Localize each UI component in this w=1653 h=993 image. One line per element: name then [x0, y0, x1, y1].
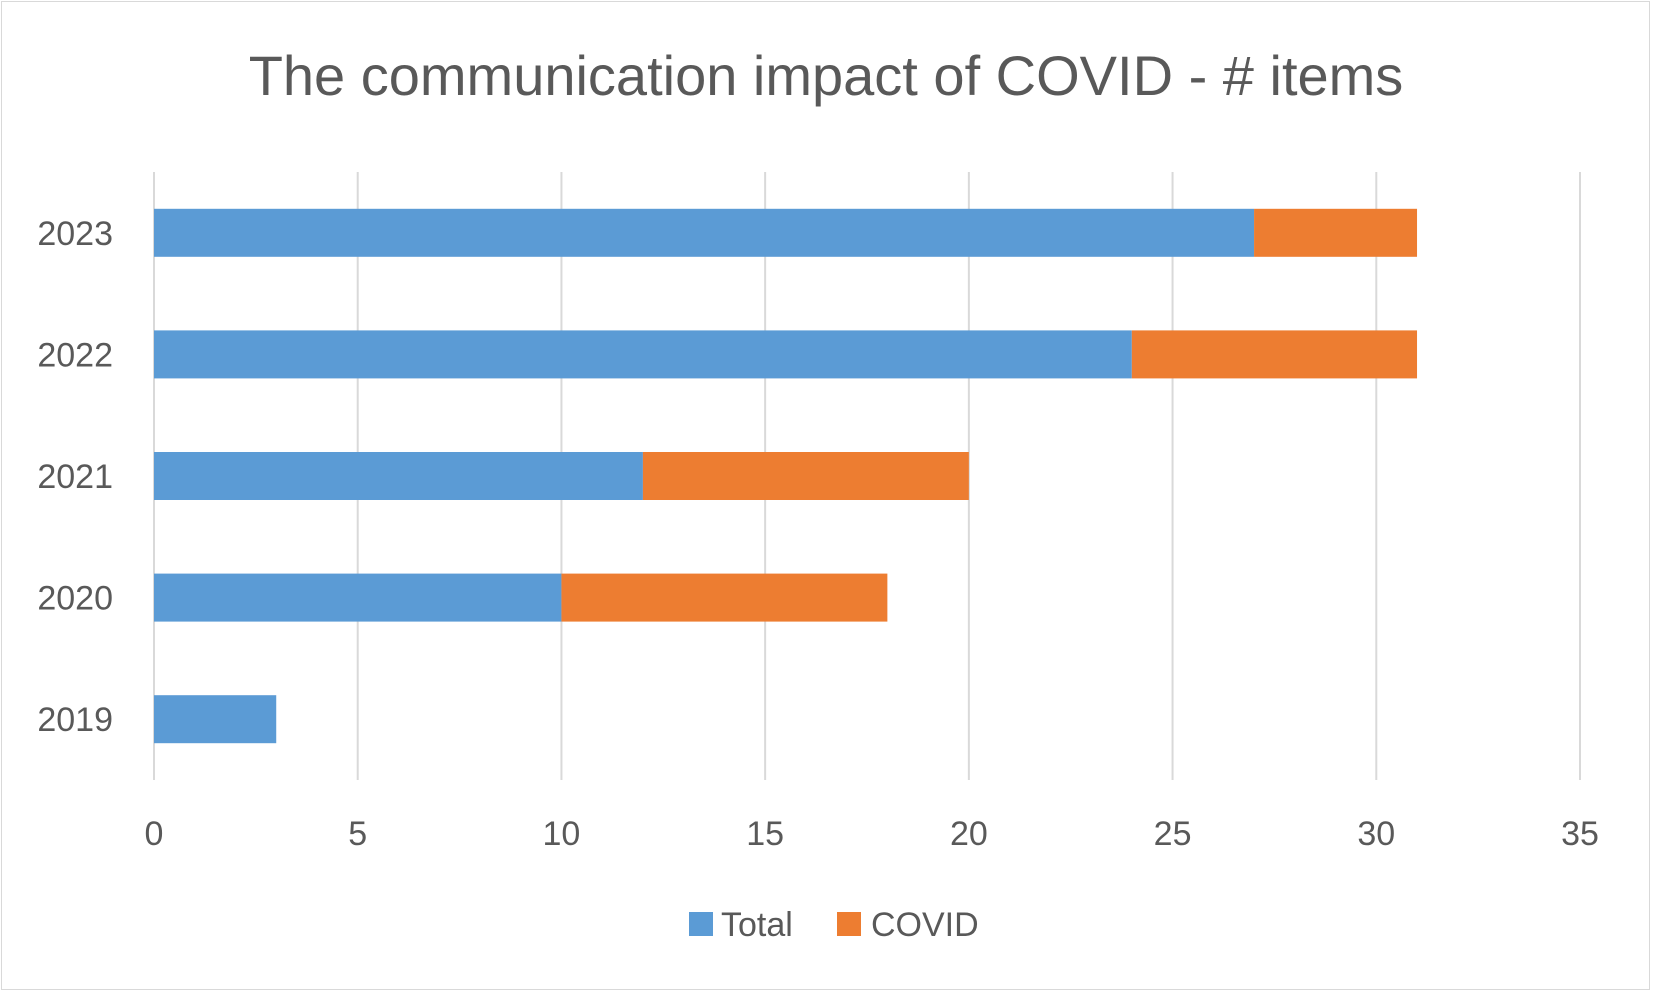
- legend-swatch-total: [689, 912, 713, 936]
- bar-total-2020: [154, 573, 562, 622]
- legend: Total COVID: [689, 906, 979, 944]
- legend-label-covid: COVID: [871, 906, 979, 944]
- bar-covid-2020: [561, 573, 888, 622]
- bar-total-2023: [154, 208, 1255, 257]
- bar-total-2022: [154, 330, 1132, 379]
- chart-title: The communication impact of COVID - # it…: [249, 44, 1404, 107]
- y-tick-label: 2022: [37, 336, 113, 374]
- y-tick-label: 2019: [37, 701, 113, 739]
- x-tick-label: 0: [145, 815, 164, 853]
- y-tick-label: 2023: [37, 215, 113, 253]
- y-tick-label: 2020: [37, 580, 113, 618]
- y-tick-label: 2021: [37, 458, 113, 496]
- y-axis-labels: 2019 2020 2021 2022 2023: [37, 215, 113, 739]
- legend-label-total: Total: [721, 906, 793, 944]
- bar-total-2021: [154, 452, 643, 500]
- x-tick-label: 35: [1561, 815, 1599, 853]
- bar-covid-2023: [1254, 208, 1418, 257]
- bars: [154, 208, 1418, 744]
- x-tick-label: 20: [950, 815, 988, 853]
- bar-covid-2021: [642, 452, 969, 500]
- legend-swatch-covid: [837, 912, 861, 936]
- x-tick-label: 10: [543, 815, 581, 853]
- x-tick-label: 30: [1357, 815, 1395, 853]
- bar-total-2019: [154, 695, 277, 744]
- x-tick-label: 15: [746, 815, 784, 853]
- x-tick-label: 5: [348, 815, 367, 853]
- x-tick-label: 25: [1154, 815, 1192, 853]
- bar-covid-2022: [1131, 330, 1418, 379]
- x-axis-labels: 0 5 10 15 20 25 30 35: [145, 815, 1599, 853]
